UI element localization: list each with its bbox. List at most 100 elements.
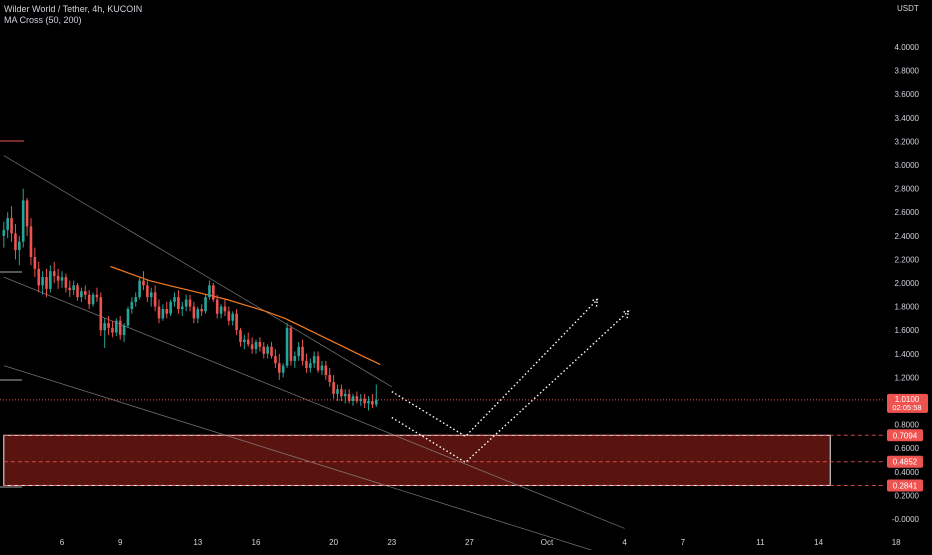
candle-84 — [328, 367, 332, 387]
level-badge-bg — [887, 455, 923, 468]
symbol-title: Wilder World / Tether, 4h, KUCOIN — [4, 4, 143, 14]
level-badge-0: 0.7094 — [887, 429, 923, 442]
candle-75 — [293, 351, 297, 368]
channel-line-upper — [3, 155, 393, 388]
y-tick-label-14: 1.2000 — [895, 373, 920, 382]
y-tick-label-0: 4.0000 — [895, 43, 920, 52]
candle-body — [130, 301, 134, 309]
candle-body — [192, 306, 196, 319]
candle-body — [68, 287, 72, 291]
candle-body — [289, 327, 293, 361]
candle-body — [374, 399, 378, 405]
candle-81 — [316, 351, 320, 373]
candle-35 — [138, 277, 141, 300]
candle-88 — [343, 389, 347, 404]
candle-49 — [192, 301, 196, 324]
candle-40 — [157, 299, 161, 324]
candle-33 — [130, 297, 134, 314]
y-tick-label-6: 2.8000 — [895, 185, 920, 194]
candle-32 — [126, 306, 130, 328]
x-tick-label-10: 11 — [756, 538, 765, 547]
candle-83 — [324, 360, 328, 380]
candle-body — [138, 280, 141, 298]
candle-58 — [227, 306, 231, 326]
y-tick-label-4: 3.2000 — [895, 137, 920, 146]
candle-body — [301, 346, 304, 361]
candle-body — [239, 330, 242, 342]
candle-30 — [118, 316, 122, 340]
candle-body — [29, 226, 33, 258]
level-badge-1: 0.4852 — [887, 455, 923, 468]
candle-body — [184, 299, 188, 307]
candle-94 — [367, 396, 370, 411]
y-tick-label-12: 1.6000 — [895, 326, 920, 335]
candle-79 — [309, 358, 312, 373]
chart-legend: Wilder World / Tether, 4h, KUCOIN MA Cro… — [4, 4, 142, 26]
candle-body — [367, 401, 370, 404]
candle-body — [274, 356, 277, 364]
projection-path-0 — [391, 299, 598, 438]
candle-body — [2, 229, 6, 236]
candle-74 — [289, 325, 293, 366]
candle-47 — [184, 294, 188, 312]
candle-body — [180, 306, 184, 309]
x-tick-label-7: Oct — [541, 538, 554, 547]
candle-body — [118, 320, 122, 335]
candle-body — [91, 294, 95, 305]
candle-48 — [188, 294, 192, 312]
x-tick-label-9: 7 — [681, 538, 686, 547]
y-tick-label-11: 1.8000 — [895, 303, 920, 312]
candle-63 — [246, 332, 250, 347]
candle-body — [293, 356, 297, 361]
candle-body — [60, 277, 64, 281]
candle-52 — [204, 294, 207, 314]
candle-76 — [297, 342, 300, 361]
candle-13 — [52, 261, 56, 283]
candle-38 — [149, 287, 153, 307]
candle-body — [316, 356, 320, 371]
candle-body — [99, 297, 103, 331]
candle-7 — [29, 218, 33, 266]
candle-body — [219, 306, 223, 314]
candle-17 — [68, 280, 72, 298]
candle-3 — [14, 224, 17, 260]
level-badge-bg — [887, 429, 923, 442]
candle-body — [347, 393, 351, 401]
candle-body — [83, 291, 87, 295]
candle-body — [305, 360, 308, 368]
candle-body — [87, 294, 91, 305]
y-tick-label-15: 0.8000 — [895, 421, 920, 430]
candle-34 — [134, 292, 138, 307]
candle-39 — [153, 285, 157, 312]
candle-56 — [219, 304, 223, 319]
candle-body — [351, 396, 355, 401]
candle-body — [196, 308, 200, 319]
candle-85 — [332, 375, 335, 399]
candle-2 — [10, 206, 13, 242]
x-tick-label-12: 18 — [892, 538, 901, 547]
y-tick-label-8: 2.4000 — [895, 232, 920, 241]
candle-86 — [336, 384, 339, 401]
candle-36 — [142, 271, 145, 291]
candle-body — [363, 398, 366, 404]
candle-69 — [270, 342, 273, 359]
candle-body — [126, 308, 130, 326]
candle-28 — [111, 320, 114, 338]
candle-body — [111, 327, 114, 333]
candle-body — [177, 297, 180, 309]
candle-72 — [281, 363, 285, 378]
candle-body — [37, 268, 41, 286]
candle-body — [56, 275, 60, 281]
x-tick-label-0: 6 — [60, 538, 65, 547]
candle-20 — [80, 287, 83, 302]
candle-59 — [231, 311, 235, 326]
demand-zone — [3, 434, 831, 486]
projection-arrowhead-0 — [590, 298, 599, 307]
x-tick-label-5: 23 — [387, 538, 396, 547]
candle-body — [14, 233, 17, 250]
candle-1 — [6, 212, 9, 239]
candle-body — [208, 285, 211, 298]
candle-60 — [235, 308, 238, 335]
